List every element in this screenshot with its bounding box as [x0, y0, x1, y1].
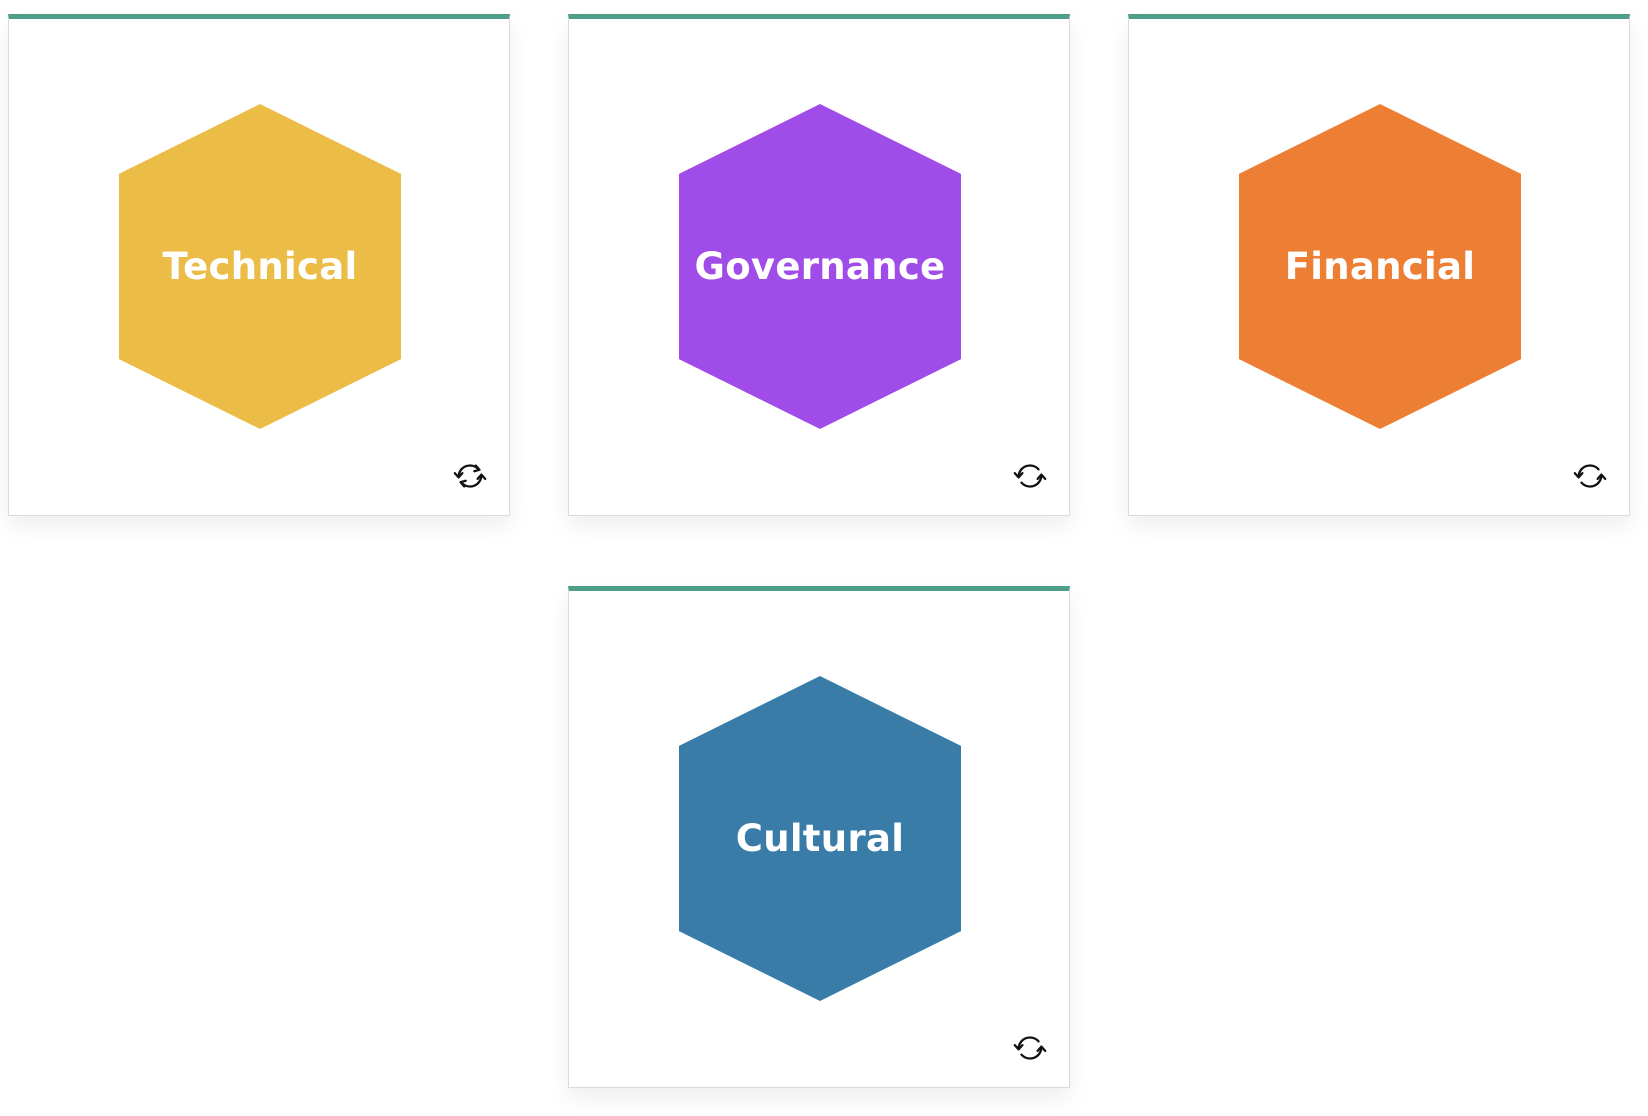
hexagon-label: Technical: [162, 245, 358, 288]
hexagon-label: Governance: [694, 245, 946, 288]
flip-button[interactable]: [1011, 457, 1049, 495]
flip-button[interactable]: [1571, 457, 1609, 495]
flip-card-financial[interactable]: Financial: [1128, 14, 1630, 516]
refresh-icon: [1013, 464, 1047, 488]
refresh-icon: [453, 464, 487, 488]
flip-card-cultural[interactable]: Cultural: [568, 586, 1070, 1088]
hexagon-technical: Technical: [119, 104, 401, 429]
flip-card-technical[interactable]: Technical: [8, 14, 510, 516]
hexagon-governance: Governance: [679, 104, 961, 429]
hexagon-label: Financial: [1284, 245, 1476, 288]
hexagon-cultural: Cultural: [679, 676, 961, 1001]
hexagon-label: Cultural: [735, 817, 905, 860]
hexagon-financial: Financial: [1239, 104, 1521, 429]
flip-button[interactable]: [1011, 1029, 1049, 1067]
flip-card-governance[interactable]: Governance: [568, 14, 1070, 516]
refresh-icon: [1573, 464, 1607, 488]
flip-button[interactable]: [451, 457, 489, 495]
refresh-icon: [1013, 1036, 1047, 1060]
